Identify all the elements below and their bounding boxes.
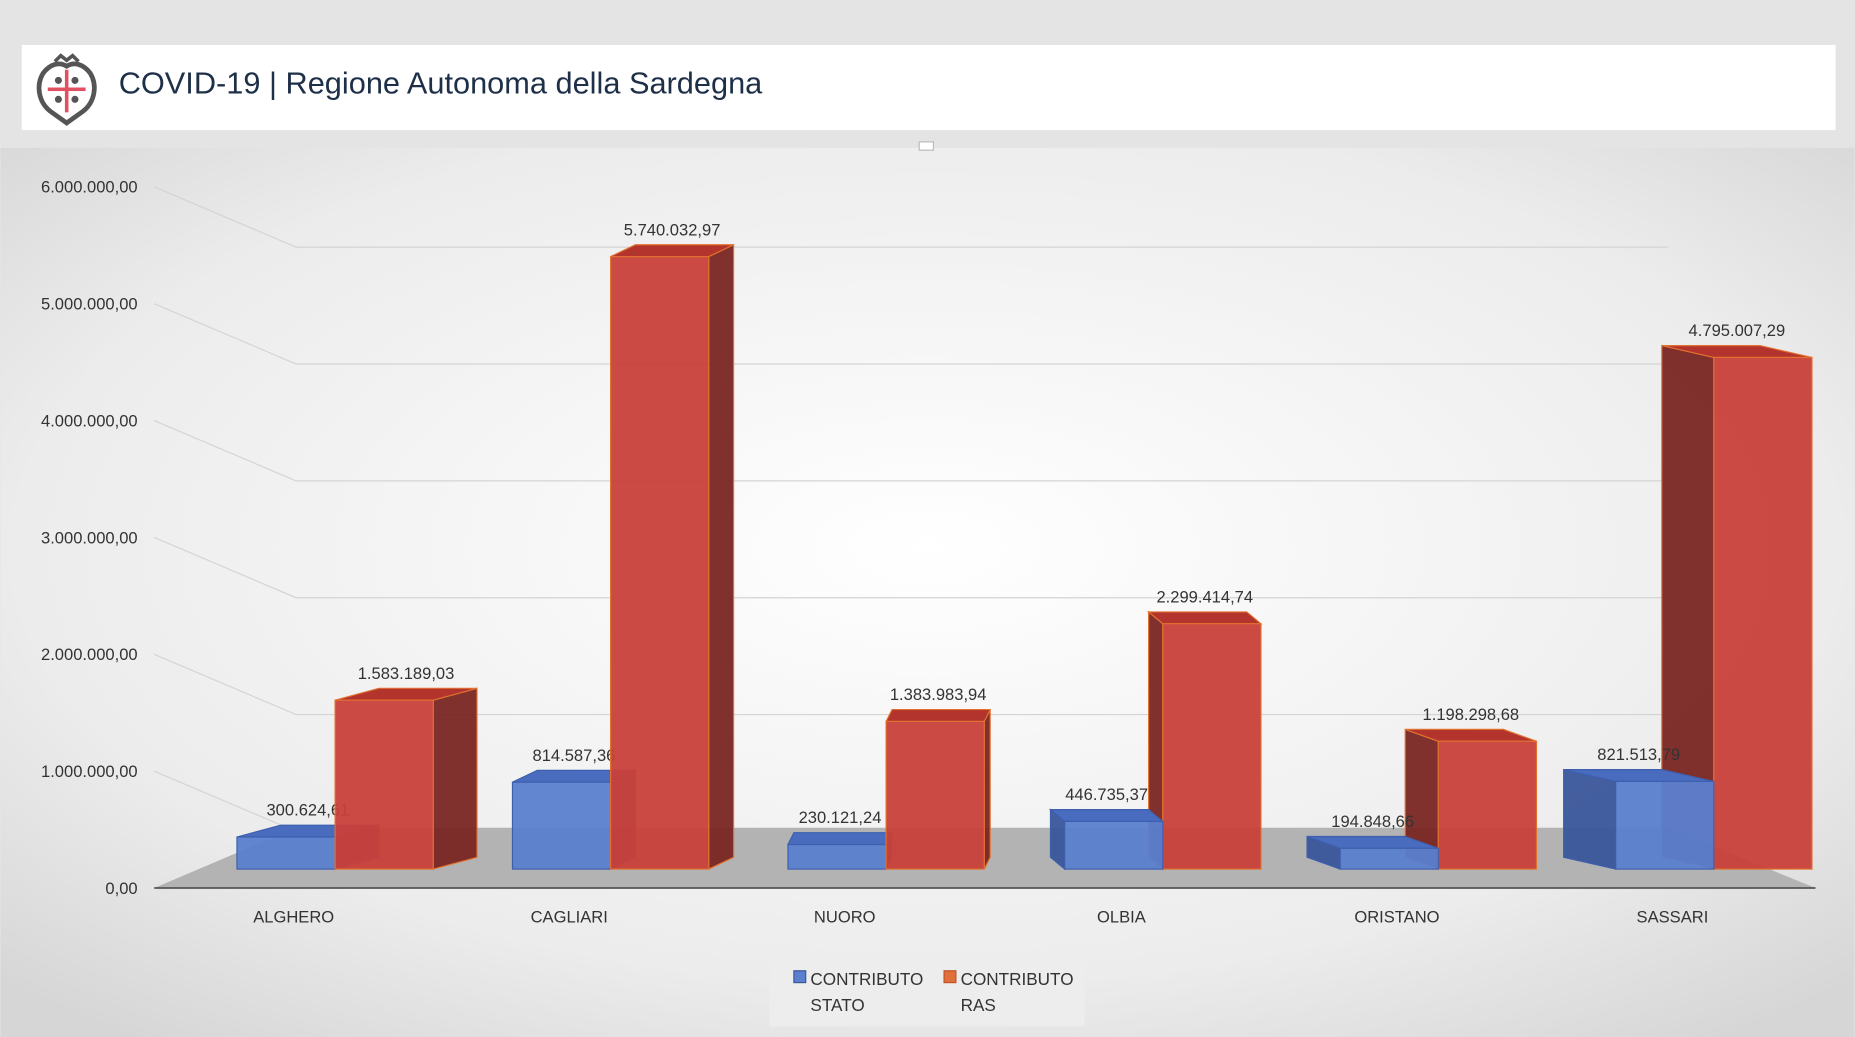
gridline [153, 536, 1668, 599]
y-tick-label: 4.000.000,00 [41, 411, 138, 430]
bar-side [1563, 768, 1617, 870]
bar-contributo-stato: 230.121,24 [787, 808, 893, 870]
page-title: COVID-19 | Regione Autonoma della Sardeg… [119, 65, 763, 100]
bar-contributo-ras: 2.299.414,74 [1146, 587, 1263, 871]
x-axis-ticks: ALGHERO CAGLIARI NUORO OLBIA ORISTANO SASSARI [253, 907, 1708, 926]
bar-contributo-stato: 446.735,37 [1048, 785, 1165, 871]
bar-contributo-ras: 1.198.298,68 [1404, 705, 1538, 870]
legend-swatch-ras [943, 970, 957, 984]
chart-area [0, 147, 1855, 1037]
legend-label-stato-line2: STATO [810, 995, 864, 1015]
legend-label-ras-line2: RAS [961, 995, 996, 1015]
legend-item-stato[interactable]: CONTRIBUTO STATO [793, 969, 923, 1015]
legend-label-ras-line1: CONTRIBUTO [961, 969, 1074, 989]
bar-contributo-ras: 1.583.189,03 [334, 664, 478, 870]
y-tick-label: 0,00 [105, 879, 137, 898]
bar-side [708, 243, 735, 871]
data-label: 194.848,66 [1331, 812, 1414, 831]
bar-top [1048, 809, 1165, 823]
x-tick-label: ORISTANO [1354, 907, 1439, 926]
data-label: 2.299.414,74 [1156, 587, 1253, 606]
data-label: 446.735,37 [1065, 785, 1148, 804]
header: COVID-19 | Regione Autonoma della Sardeg… [21, 44, 1836, 131]
legend-item-ras[interactable]: CONTRIBUTO RAS [943, 969, 1074, 1015]
bar-front [511, 781, 612, 870]
gridline [153, 186, 1668, 248]
bar-group: 814.587,36 5.740.032,97 [511, 220, 735, 871]
data-label: 821.513,79 [1597, 745, 1680, 764]
bar-group: 1.198.298,68 194.848,66 [1306, 705, 1538, 870]
bar-front [236, 836, 336, 870]
x-tick-label: OLBIA [1097, 907, 1146, 926]
bar-top [787, 832, 893, 846]
data-label: 1.198.298,68 [1423, 705, 1520, 724]
bar-front [1162, 623, 1262, 870]
bars: 300.624,61 1.583.189,03 814.587,36 5.740.03… [236, 220, 1813, 871]
bar-front [1437, 740, 1538, 870]
bar-front [1339, 847, 1439, 870]
bar-group: 2.299.414,74 446.735,37 [1048, 587, 1263, 871]
y-tick-label: 3.000.000,00 [41, 528, 138, 547]
bar-contributo-stato: 821.513,79 [1563, 745, 1715, 870]
legend: CONTRIBUTO STATO CONTRIBUTO RAS [769, 955, 1085, 1027]
bar-front [885, 720, 985, 870]
data-label: 814.587,36 [533, 746, 616, 765]
bar-front [610, 255, 710, 870]
gridline [153, 420, 1668, 482]
bar-front [1713, 356, 1813, 870]
data-label: 5.740.032,97 [624, 220, 721, 239]
x-tick-label: NUORO [814, 907, 876, 926]
bar-group: 230.121,24 1.383.983,94 [787, 685, 992, 870]
x-tick-label: ALGHERO [253, 907, 334, 926]
gridline [153, 303, 1668, 365]
bar-side [432, 687, 478, 870]
bar-contributo-stato: 194.848,66 [1306, 812, 1439, 870]
bar-front [1064, 820, 1164, 870]
bar-front [334, 699, 434, 870]
bar-side [983, 709, 991, 870]
bar-front [787, 843, 887, 870]
bar-group: 300.624,61 1.583.189,03 [236, 664, 478, 870]
legend-label-stato-line1: CONTRIBUTO [810, 969, 923, 989]
bar-top [885, 708, 992, 723]
x-tick-label: CAGLIARI [531, 907, 608, 926]
bar-group: 4.795.007,29 821.513,79 [1563, 321, 1813, 870]
bar-contributo-ras: 4.795.007,29 [1661, 321, 1813, 870]
bar-contributo-ras: 5.740.032,97 [610, 220, 735, 871]
x-tick-label: SASSARI [1637, 907, 1709, 926]
y-axis-ticks: 0,00 1.000.000,00 2.000.000,00 3.000.000,00… [41, 178, 138, 898]
legend-swatch-stato [793, 970, 807, 984]
bar-front [1615, 780, 1715, 870]
bar-contributo-ras: 1.383.983,94 [885, 685, 992, 870]
data-label: 1.383.983,94 [890, 685, 987, 704]
y-tick-label: 2.000.000,00 [41, 645, 138, 664]
y-tick-label: 6.000.000,00 [41, 178, 138, 197]
y-tick-label: 1.000.000,00 [41, 762, 138, 781]
data-label: 230.121,24 [799, 808, 882, 827]
bar-top [1146, 611, 1263, 625]
y-tick-label: 5.000.000,00 [41, 295, 138, 314]
coat-of-arms-logo [36, 53, 97, 126]
data-label: 4.795.007,29 [1689, 321, 1786, 340]
data-label: 1.583.189,03 [358, 664, 455, 683]
data-label: 300.624,61 [266, 801, 349, 820]
